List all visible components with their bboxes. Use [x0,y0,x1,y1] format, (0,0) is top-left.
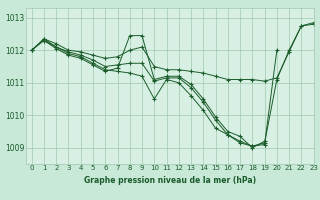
X-axis label: Graphe pression niveau de la mer (hPa): Graphe pression niveau de la mer (hPa) [84,176,256,185]
